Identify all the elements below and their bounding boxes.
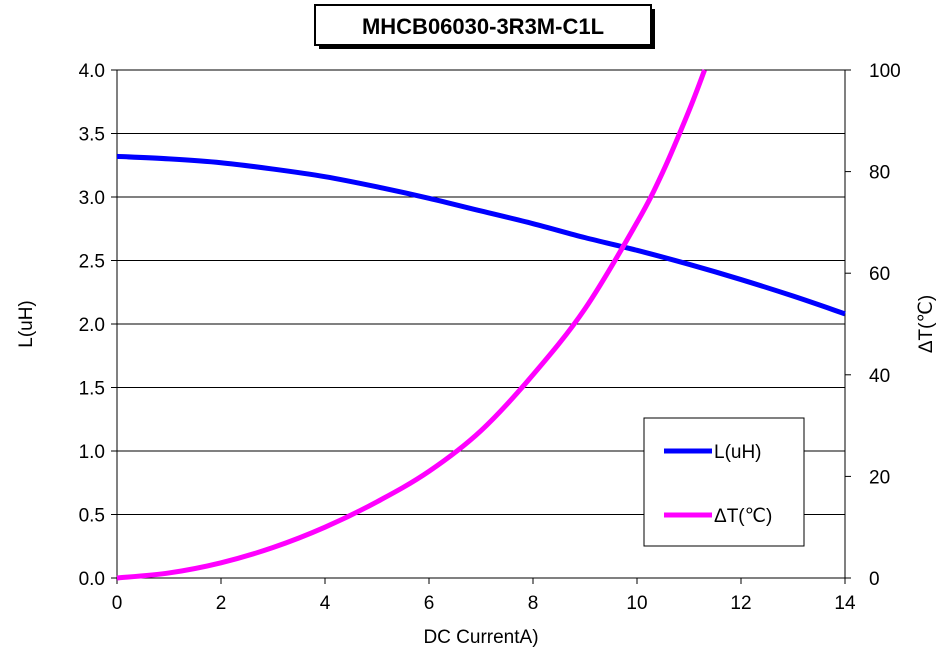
x-axis-ticks: 0 2 4 6 8 10 12 14: [112, 578, 856, 614]
y-right-tick-label: 20: [869, 467, 890, 488]
x-tick-label: 4: [320, 593, 331, 614]
y-left-tick-label: 3.0: [79, 188, 105, 209]
legend-box: [643, 417, 805, 547]
x-tick-label: 10: [626, 593, 647, 614]
y-right-axis-label: ΔT(℃): [916, 295, 937, 353]
legend: L(uH) ΔT(℃): [643, 417, 805, 547]
y-left-axis-label: L(uH): [16, 300, 37, 348]
x-tick-label: 0: [112, 593, 123, 614]
series-line-temperature-rise: [116, 69, 707, 581]
y-left-tick-label: 3.5: [79, 125, 105, 146]
y-left-tick-label: 0.5: [79, 506, 105, 527]
y-right-tick-label: 60: [869, 264, 890, 285]
legend-label-l: L(uH): [714, 442, 762, 463]
x-tick-label: 14: [834, 593, 856, 614]
y-left-tick-label: 0.0: [79, 569, 105, 590]
y-left-tick-label: 2.0: [79, 315, 105, 336]
series-line-inductance: [116, 153, 846, 317]
y-left-tick-label: 4.0: [79, 61, 105, 82]
x-tick-label: 2: [216, 593, 227, 614]
y-right-tick-label: 0: [869, 569, 880, 590]
x-tick-label: 8: [528, 593, 539, 614]
y-right-tick-label: 40: [869, 366, 890, 387]
y-right-tick-label: 80: [869, 163, 890, 184]
x-tick-label: 12: [730, 593, 751, 614]
y-left-tick-label: 2.5: [79, 252, 105, 273]
x-axis-label: DC CurrentA): [423, 627, 538, 648]
y-left-tick-label: 1.0: [79, 442, 105, 463]
chart-title: MHCB06030-3R3M-C1L: [362, 14, 604, 39]
legend-label-dt: ΔT(℃): [714, 506, 772, 527]
series-lines: [116, 69, 846, 581]
title-box: [314, 4, 652, 46]
x-tick-label: 6: [424, 593, 435, 614]
y-right-axis-ticks: 0 20 40 60 80 100: [845, 61, 901, 590]
y-left-axis-ticks: 0.0 0.5 1.0 1.5 2.0 2.5 3.0 3.5 4.0: [79, 61, 117, 590]
y-left-tick-label: 1.5: [79, 379, 105, 400]
y-right-tick-label: 100: [869, 61, 901, 82]
